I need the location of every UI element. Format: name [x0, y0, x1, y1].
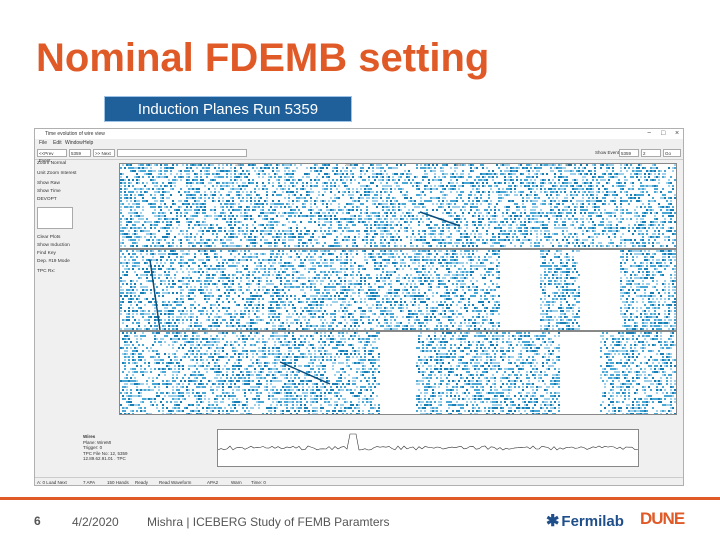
- minimize-icon[interactable]: −: [647, 130, 652, 137]
- dead-channel-gap: [500, 250, 540, 330]
- window-titlebar: Time evolution of wire view − □ ×: [35, 129, 683, 139]
- show-event-field[interactable]: 5359: [619, 149, 639, 157]
- fermilab-star-icon: ✱: [546, 513, 560, 530]
- legend-line: Plane: WireMI: [83, 439, 112, 445]
- maximize-icon[interactable]: □: [661, 130, 666, 137]
- show-plane-field[interactable]: 2: [641, 149, 661, 157]
- show-raw-option[interactable]: Show Raw: [37, 181, 60, 186]
- axis-tick: 200: [345, 163, 351, 167]
- particle-track: [279, 361, 331, 385]
- waveform-plot[interactable]: [217, 429, 639, 467]
- footer-divider: [0, 497, 720, 500]
- devopt-option[interactable]: DEVOPT: [37, 197, 57, 202]
- menu-window[interactable]: Window: [65, 140, 83, 146]
- axis-tick: 300: [455, 163, 461, 167]
- legend-line: Trigger: 0: [83, 445, 103, 450]
- next-event-button[interactable]: >> Next: [93, 149, 115, 157]
- status-bar: A: 0 Load Next 7 APA 150 Hands Ready Rea…: [35, 477, 683, 485]
- wire-plot-panel-1[interactable]: [119, 163, 677, 249]
- dead-channel-gap: [560, 332, 600, 414]
- waveform-svg: [217, 433, 639, 451]
- dep-mode-option[interactable]: Dep. #19 Mode: [37, 259, 70, 264]
- waveform-line: [217, 433, 639, 451]
- run-label: Induction Planes Run 5359: [104, 96, 352, 122]
- wire-plane-heatmap: [120, 250, 676, 330]
- legend-line: TPC File No: 12, 5359: [83, 450, 128, 456]
- status-field: Warn: [231, 480, 242, 485]
- menu-file[interactable]: File: [39, 140, 48, 146]
- clear-plots-button[interactable]: Clear Plots: [37, 235, 61, 240]
- axis-tick: 400: [565, 163, 571, 167]
- page-number: 6: [34, 514, 41, 528]
- find-key-button[interactable]: Find Key: [37, 251, 56, 256]
- wire-plot-panel-3[interactable]: [119, 331, 677, 415]
- dune-logo-text: DUNE: [640, 509, 685, 528]
- tpc-rx-option[interactable]: TPC Rx:: [37, 269, 56, 274]
- unzoom-button[interactable]: Unit Zoom Interest: [37, 171, 77, 176]
- status-field: A: 0 Load Next: [37, 480, 67, 485]
- window-title: Time evolution of wire view: [45, 131, 105, 137]
- settings-box[interactable]: [37, 207, 73, 229]
- event-number-field[interactable]: 5359: [69, 149, 91, 157]
- wire-plane-heatmap: [120, 332, 676, 414]
- toolbar: <<Prev Event 5359 >> Next Show Event 535…: [35, 147, 683, 163]
- slide-title: Nominal FDEMB setting: [36, 36, 490, 80]
- event-display-window: Time evolution of wire view − □ × File E…: [34, 128, 684, 486]
- menu-help[interactable]: Help: [83, 140, 94, 146]
- zoom-normal-button[interactable]: Zoom Normal: [37, 161, 67, 166]
- particle-track: [419, 211, 461, 227]
- status-field: Ready: [135, 480, 149, 485]
- status-field: 7 APA: [83, 480, 96, 485]
- legend-line: 12.89.62.91.01 . TPC: [83, 456, 126, 461]
- status-field: 150 Hands: [107, 480, 129, 485]
- wire-plot-panel-2[interactable]: [119, 249, 677, 331]
- legend-header: Wires: [83, 434, 96, 439]
- show-time-option[interactable]: Show Time: [37, 189, 61, 194]
- prev-event-button[interactable]: <<Prev Event: [37, 149, 67, 163]
- axis-tick: 100: [235, 163, 241, 167]
- footer-author: Mishra | ICEBERG Study of FEMB Paramters: [147, 515, 390, 529]
- toolbar-path-field[interactable]: [117, 149, 247, 157]
- wire-plane-heatmap: [120, 164, 676, 247]
- dead-channel-gap: [580, 250, 620, 330]
- legend-box: Wires Plane: WireMI Trigger: 0 TPC File …: [83, 434, 163, 462]
- fermilab-text: Fermilab: [561, 513, 624, 530]
- status-field: Read Waveform: [159, 480, 192, 485]
- left-control-panel: Zoom Normal Unit Zoom Interest Show Raw …: [35, 159, 115, 477]
- status-field: APA2: [207, 480, 219, 485]
- menu-bar: File Edit Window Help: [35, 139, 683, 147]
- particle-track: [149, 259, 161, 330]
- fermilab-logo: ✱ Fermilab: [546, 511, 624, 531]
- close-icon[interactable]: ×: [675, 130, 680, 137]
- show-event-label: Show Event: [595, 150, 620, 155]
- status-field: Time: 0: [251, 480, 266, 485]
- footer-date: 4/2/2020: [72, 515, 119, 529]
- menu-edit[interactable]: Edit: [53, 140, 62, 146]
- go-button[interactable]: Go: [663, 149, 681, 157]
- dead-channel-gap: [380, 332, 416, 414]
- show-induction-option[interactable]: Show Induction: [37, 243, 70, 248]
- dune-logo: DUNE: [640, 509, 685, 529]
